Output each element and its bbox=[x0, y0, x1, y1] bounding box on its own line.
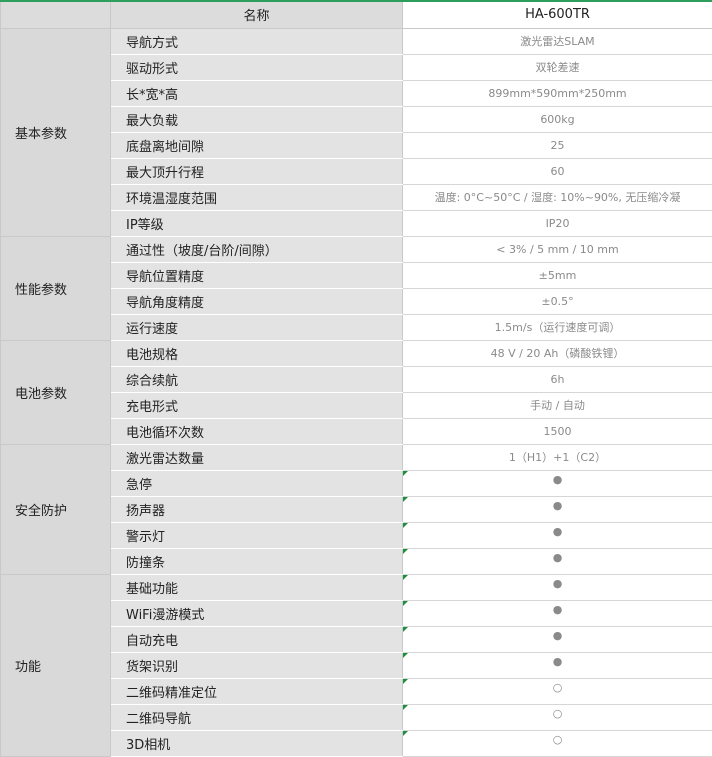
param-value: 激光雷达SLAM bbox=[403, 28, 712, 54]
param-value: ● bbox=[403, 652, 712, 678]
param-value: 1.5m/s（运行速度可调） bbox=[403, 314, 712, 340]
cell-flag bbox=[403, 653, 408, 658]
spec-row: 功能基础功能● bbox=[1, 574, 712, 600]
param-value: ±5mm bbox=[403, 262, 712, 288]
cell-flag bbox=[403, 497, 408, 502]
param-name: 导航位置精度 bbox=[111, 262, 403, 288]
param-value: 1（H1）+1（C2） bbox=[403, 444, 712, 470]
cell-flag bbox=[403, 731, 408, 736]
param-value: IP20 bbox=[403, 210, 712, 236]
param-value: ○ bbox=[403, 730, 712, 756]
param-name: 通过性（坡度/台阶/间隙） bbox=[111, 236, 403, 262]
group-label: 安全防护 bbox=[1, 444, 111, 574]
param-value: ● bbox=[403, 548, 712, 574]
param-name: 长*宽*高 bbox=[111, 80, 403, 106]
spec-row: 性能参数通过性（坡度/台阶/间隙）< 3% / 5 mm / 10 mm bbox=[1, 236, 712, 262]
param-name: 最大负载 bbox=[111, 106, 403, 132]
param-value: ○ bbox=[403, 704, 712, 730]
param-name: 基础功能 bbox=[111, 574, 403, 600]
param-value: ● bbox=[403, 626, 712, 652]
param-name: 电池规格 bbox=[111, 340, 403, 366]
param-name: 3D相机 bbox=[111, 730, 403, 756]
param-value: ● bbox=[403, 496, 712, 522]
param-name: 驱动形式 bbox=[111, 54, 403, 80]
param-name: 充电形式 bbox=[111, 392, 403, 418]
param-name: 导航角度精度 bbox=[111, 288, 403, 314]
group-label: 电池参数 bbox=[1, 340, 111, 444]
param-name: 货架识别 bbox=[111, 652, 403, 678]
param-value: 6h bbox=[403, 366, 712, 392]
param-name: 二维码精准定位 bbox=[111, 678, 403, 704]
header-model: HA-600TR bbox=[403, 1, 712, 28]
param-name: WiFi漫游模式 bbox=[111, 600, 403, 626]
param-value: 1500 bbox=[403, 418, 712, 444]
param-name: 扬声器 bbox=[111, 496, 403, 522]
param-value: ○ bbox=[403, 678, 712, 704]
param-value: ● bbox=[403, 574, 712, 600]
cell-flag bbox=[403, 601, 408, 606]
header-row: 名称 HA-600TR bbox=[1, 1, 712, 28]
param-value: 手动 / 自动 bbox=[403, 392, 712, 418]
param-value: 899mm*590mm*250mm bbox=[403, 80, 712, 106]
param-value: ● bbox=[403, 600, 712, 626]
spec-row: 基本参数导航方式激光雷达SLAM bbox=[1, 28, 712, 54]
param-value: 60 bbox=[403, 158, 712, 184]
header-blank bbox=[1, 1, 111, 28]
param-name: 防撞条 bbox=[111, 548, 403, 574]
param-name: 最大顶升行程 bbox=[111, 158, 403, 184]
param-value: < 3% / 5 mm / 10 mm bbox=[403, 236, 712, 262]
param-name: 综合续航 bbox=[111, 366, 403, 392]
param-name: 急停 bbox=[111, 470, 403, 496]
param-value: 双轮差速 bbox=[403, 54, 712, 80]
group-label: 基本参数 bbox=[1, 28, 111, 236]
param-name: 自动充电 bbox=[111, 626, 403, 652]
param-value: ● bbox=[403, 470, 712, 496]
group-label: 性能参数 bbox=[1, 236, 111, 340]
cell-flag bbox=[403, 575, 408, 580]
param-value: 温度: 0°C~50°C / 湿度: 10%~90%, 无压缩冷凝 bbox=[403, 184, 712, 210]
cell-flag bbox=[403, 471, 408, 476]
cell-flag bbox=[403, 549, 408, 554]
cell-flag bbox=[403, 705, 408, 710]
param-name: 激光雷达数量 bbox=[111, 444, 403, 470]
cell-flag bbox=[403, 523, 408, 528]
cell-flag bbox=[403, 627, 408, 632]
param-value: 48 V / 20 Ah（磷酸铁锂） bbox=[403, 340, 712, 366]
header-name: 名称 bbox=[111, 1, 403, 28]
group-label: 功能 bbox=[1, 574, 111, 756]
param-value: 25 bbox=[403, 132, 712, 158]
cell-flag bbox=[403, 679, 408, 684]
param-name: 导航方式 bbox=[111, 28, 403, 54]
param-name: 电池循环次数 bbox=[111, 418, 403, 444]
param-name: 底盘离地间隙 bbox=[111, 132, 403, 158]
param-name: 环境温湿度范围 bbox=[111, 184, 403, 210]
param-value: ±0.5° bbox=[403, 288, 712, 314]
param-name: 运行速度 bbox=[111, 314, 403, 340]
param-name: IP等级 bbox=[111, 210, 403, 236]
param-name: 警示灯 bbox=[111, 522, 403, 548]
param-value: ● bbox=[403, 522, 712, 548]
param-value: 600kg bbox=[403, 106, 712, 132]
param-name: 二维码导航 bbox=[111, 704, 403, 730]
